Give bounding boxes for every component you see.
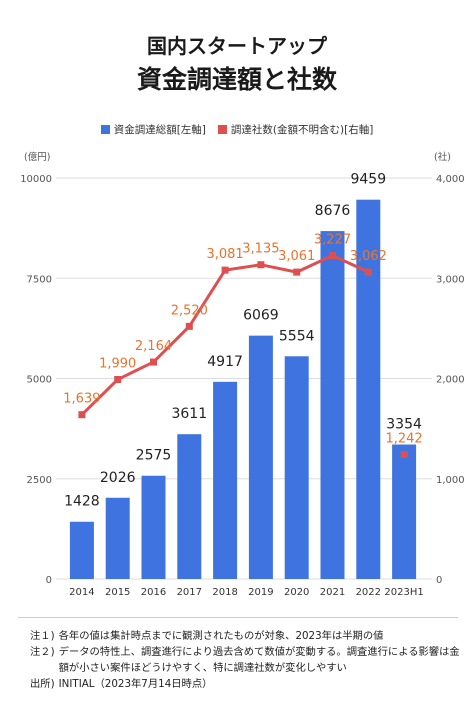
line-value-label: 3,061 (278, 249, 315, 264)
note-tag: 注２) (30, 646, 55, 658)
line-point (150, 358, 157, 366)
line-point (78, 411, 86, 419)
left-tick-label: 10000 (20, 174, 52, 185)
bar (105, 497, 130, 579)
category-label: 2020 (284, 587, 309, 598)
right-tick-label: 2,000 (436, 375, 465, 386)
bar-value-label: 9459 (350, 172, 386, 188)
right-tick-label: 1,000 (436, 475, 465, 486)
line-value-label: 1,242 (385, 431, 422, 446)
line-point (364, 268, 372, 276)
bar-value-label: 1428 (64, 494, 100, 510)
bar (213, 381, 238, 579)
bar (177, 434, 202, 579)
bar-value-label: 8676 (315, 203, 351, 219)
category-label: 2017 (177, 587, 202, 598)
line-point (257, 261, 265, 269)
bar-value-label: 2575 (136, 448, 172, 464)
category-label: 2014 (69, 587, 94, 598)
category-label: 2021 (320, 587, 345, 598)
right-axis-unit: (社) (434, 151, 451, 163)
chart-title-line1: 国内スタートアップ (147, 34, 327, 58)
note-tag: 出所) (30, 678, 55, 690)
category-label: 2016 (141, 587, 166, 598)
category-label: 2018 (212, 587, 237, 598)
category-label: 2019 (248, 587, 273, 598)
combo-chart: 0 2500 5000 7500 10000 0 1,000 2,000 3,000 4,000 (… (20, 151, 465, 598)
line-point (329, 251, 336, 259)
bar-value-label: 4917 (207, 354, 243, 370)
left-axis-unit: (億円) (24, 151, 50, 163)
bar (141, 475, 166, 579)
left-tick-label: 2500 (27, 475, 52, 486)
line-point (185, 322, 193, 330)
bar (284, 356, 309, 579)
chart-title-line2: 資金調達額と社数 (136, 65, 337, 94)
bar (248, 335, 273, 579)
legend-label-funding: 資金調達総額[左軸] (113, 124, 206, 136)
line-value-label: 3,081 (206, 247, 243, 262)
line-value-label: 1,990 (99, 357, 136, 372)
left-tick-label: 0 (46, 575, 52, 586)
bar-value-label: 3354 (386, 417, 422, 433)
right-tick-label: 0 (436, 575, 442, 586)
bar (392, 444, 417, 579)
chart-legend: 資金調達総額[左軸] 調達社数(金額不明含む)[右軸] (0, 122, 474, 137)
line-point (400, 450, 408, 458)
bar-value-label: 5554 (279, 328, 315, 344)
line-value-label: 1,639 (63, 392, 100, 407)
footnotes: 注１) 各年の値は集計時点までに観測されたものが対象、2023年は半期の値 注２… (30, 628, 460, 692)
bar (320, 231, 345, 579)
line-point (221, 266, 229, 274)
line-value-label: 3,227 (314, 232, 351, 247)
note-text: データの特性上、調査進行により過去含めて数値が変動する。調査進行による影響は金額… (58, 646, 460, 674)
legend-item-companies: 調達社数(金額不明含む)[右軸] (217, 122, 374, 137)
note-row-1: 注１) 各年の値は集計時点までに観測されたものが対象、2023年は半期の値 (30, 628, 460, 644)
legend-item-funding: 資金調達総額[左軸] (100, 122, 206, 137)
bar (356, 199, 381, 580)
bar (69, 521, 94, 579)
category-label: 2022 (356, 587, 381, 598)
note-text: INITIAL（2023年7月14日時点） (58, 678, 213, 690)
line-value-label: 2,520 (171, 303, 208, 318)
legend-swatch-line (217, 125, 227, 134)
line-value-label: 3,135 (242, 242, 279, 257)
note-row-3: 出所) INITIAL（2023年7月14日時点） (30, 676, 460, 692)
right-tick-label: 3,000 (436, 274, 465, 285)
line-value-label: 3,062 (350, 249, 387, 264)
note-row-2: 注２) データの特性上、調査進行により過去含めて数値が変動する。調査進行による影… (30, 644, 460, 676)
left-tick-label: 5000 (27, 375, 52, 386)
legend-swatch-bar (100, 125, 110, 134)
note-text: 各年の値は集計時点までに観測されたものが対象、2023年は半期の値 (58, 630, 384, 642)
note-tag: 注１) (30, 630, 55, 642)
right-tick-label: 4,000 (436, 174, 465, 185)
left-tick-label: 7500 (27, 274, 52, 285)
bar-value-label: 2026 (100, 470, 136, 486)
bar-value-label: 3611 (171, 406, 207, 422)
bar-value-label: 6069 (243, 308, 279, 324)
legend-label-companies: 調達社数(金額不明含む)[右軸] (230, 124, 374, 136)
line-point (114, 376, 122, 384)
line-point (293, 268, 301, 276)
notes-divider (18, 617, 458, 618)
category-label: 2023H1 (384, 587, 423, 598)
line-value-label: 2,164 (135, 339, 172, 354)
category-label: 2015 (105, 587, 130, 598)
